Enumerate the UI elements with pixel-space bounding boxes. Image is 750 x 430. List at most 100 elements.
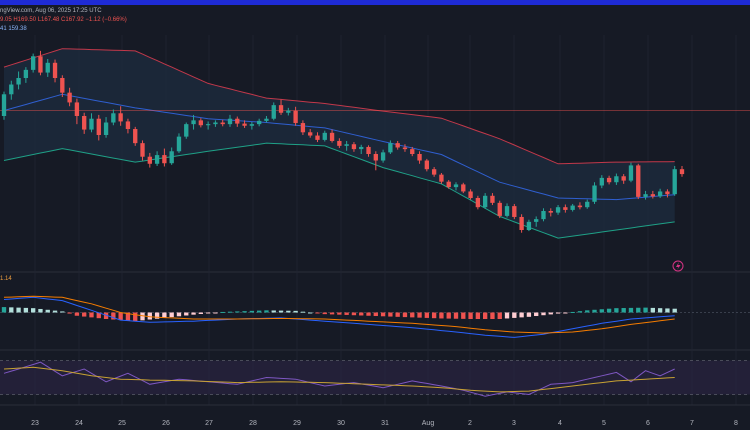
candle-body [315, 135, 320, 140]
candle-body [184, 124, 189, 137]
candle-body [89, 118, 94, 130]
macd-histogram-bar [235, 311, 240, 313]
candle-body [286, 110, 291, 113]
candle-body [235, 118, 240, 124]
macd-histogram-bar [592, 309, 597, 313]
macd-histogram-bar [264, 310, 269, 313]
x-tick-label: 8 [734, 420, 738, 427]
candle-body [30, 56, 36, 70]
macd-histogram-bar [67, 312, 72, 314]
candle-body [541, 211, 546, 220]
x-tick-label: 23 [31, 420, 39, 427]
candle-body [23, 69, 29, 78]
macd-histogram-bar [96, 312, 101, 319]
candle-body [643, 194, 648, 197]
x-tick-label: 6 [646, 420, 650, 427]
macd-histogram-bar [636, 307, 641, 313]
candle-body [82, 116, 87, 130]
candle-body [176, 136, 182, 152]
macd-histogram-bar [344, 312, 349, 315]
candle-body [16, 78, 21, 85]
macd-histogram-bar [125, 312, 131, 321]
candle-body [154, 155, 160, 164]
candle-body [585, 201, 590, 208]
candle-body [563, 207, 568, 210]
macd-histogram-bar [672, 308, 677, 313]
candle-body [570, 205, 575, 210]
candle-body [636, 165, 641, 197]
macd-histogram-bar [82, 312, 87, 317]
candle-body [293, 110, 298, 124]
candle-body [351, 144, 357, 150]
candle-body [577, 205, 583, 208]
x-tick-label: 7 [690, 420, 694, 427]
macd-histogram-bar [490, 312, 495, 319]
macd-histogram-bar [329, 312, 335, 315]
candle-body [264, 118, 269, 121]
x-tick-label: 28 [249, 420, 257, 427]
candle-body [322, 132, 327, 140]
candle-body [373, 154, 378, 161]
candle-body [198, 120, 204, 126]
candle-body [60, 78, 65, 93]
macd-histogram-bar [534, 312, 539, 317]
x-tick-label: 25 [118, 420, 126, 427]
macd-histogram-bar [213, 312, 218, 314]
macd-histogram-bar [519, 312, 524, 318]
macd-histogram-bar [308, 312, 313, 314]
candle-body [249, 124, 255, 126]
macd-histogram-bar [198, 312, 204, 314]
candle-body [395, 143, 400, 148]
macd-histogram-bar [446, 312, 451, 319]
candle-body [679, 169, 685, 175]
candle-body [628, 165, 634, 181]
candle-body [650, 194, 656, 197]
macd-histogram-bar [643, 307, 648, 313]
macd-histogram-bar [461, 312, 466, 319]
macd-histogram-bar [395, 312, 400, 317]
macd-histogram-bar [380, 312, 386, 317]
candle-body [227, 118, 233, 125]
macd-histogram-bar [657, 308, 663, 313]
x-tick-label: 24 [75, 420, 83, 427]
macd-histogram-bar [482, 312, 488, 319]
candle-body [468, 191, 473, 198]
candle-body [555, 207, 561, 213]
macd-histogram-bar [439, 312, 444, 319]
candle-body [111, 113, 116, 123]
candle-body [205, 124, 211, 126]
x-tick-label: 3 [512, 420, 516, 427]
candle-body [439, 174, 444, 182]
macd-histogram-bar [176, 312, 182, 317]
macd-histogram-bar [548, 312, 553, 315]
candle-body [482, 195, 488, 208]
candle-body [271, 105, 276, 119]
macd-histogram-bar [417, 312, 422, 318]
candle-body [665, 191, 670, 195]
macd-histogram-bar [621, 308, 626, 313]
candle-body [424, 160, 430, 170]
x-tick-label: 30 [337, 420, 345, 427]
macd-histogram-bar [475, 312, 481, 319]
macd-histogram-bar [133, 312, 138, 322]
macd-histogram-bar [23, 307, 29, 313]
macd-histogram-bar [614, 308, 619, 313]
macd-histogram-bar [628, 307, 634, 313]
candle-body [169, 151, 174, 164]
rsi-line [3, 361, 675, 397]
candle-body [45, 62, 50, 73]
candle-body [344, 144, 349, 146]
macd-histogram-bar [337, 312, 342, 315]
macd-histogram-bar [366, 312, 371, 316]
candle-body [657, 191, 663, 197]
candle-body [220, 122, 225, 125]
candle-body [125, 121, 131, 130]
candle-body [534, 219, 539, 222]
macd-histogram-bar [103, 312, 109, 319]
macd-histogram-bar [60, 311, 65, 313]
macd-histogram-bar [271, 310, 276, 313]
lightning-icon [672, 260, 684, 272]
candle-body [614, 176, 619, 183]
candle-body [329, 132, 335, 141]
